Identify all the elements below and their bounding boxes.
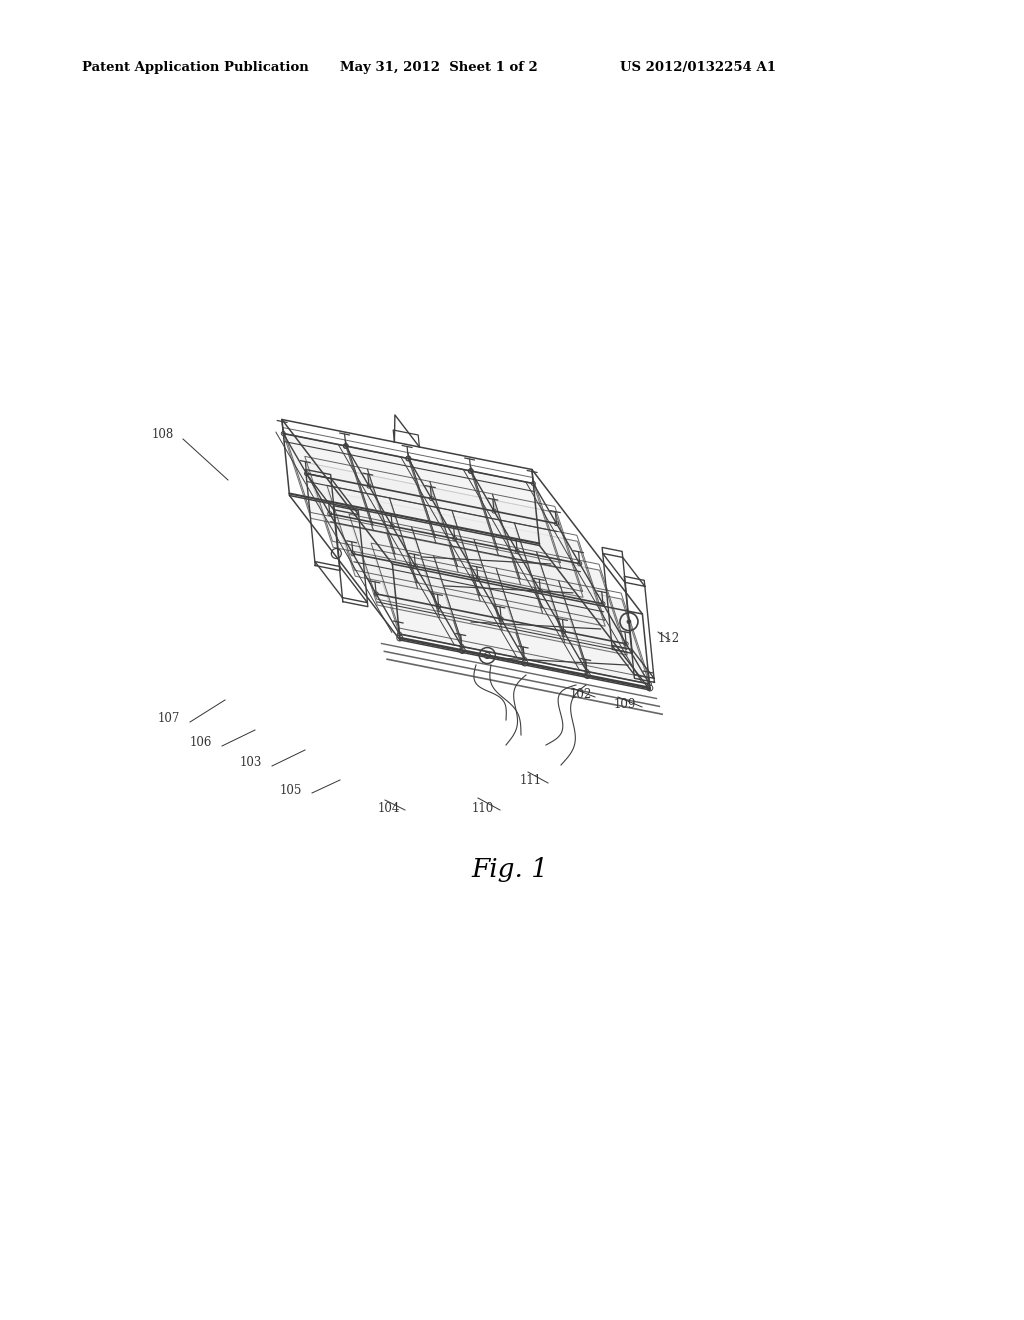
Text: 109: 109: [614, 698, 636, 711]
Circle shape: [627, 619, 631, 623]
Text: 102: 102: [570, 689, 592, 701]
Polygon shape: [368, 475, 458, 573]
Text: 108: 108: [152, 429, 174, 441]
Text: May 31, 2012  Sheet 1 of 2: May 31, 2012 Sheet 1 of 2: [340, 62, 538, 74]
Text: 112: 112: [658, 631, 680, 644]
Polygon shape: [284, 433, 374, 531]
Polygon shape: [474, 545, 565, 643]
Polygon shape: [434, 561, 524, 659]
Polygon shape: [349, 520, 439, 618]
Polygon shape: [559, 586, 649, 684]
Polygon shape: [471, 471, 561, 569]
Polygon shape: [346, 446, 436, 544]
Polygon shape: [430, 487, 520, 585]
Text: Fig. 1: Fig. 1: [471, 858, 549, 883]
Polygon shape: [409, 458, 499, 556]
Text: 105: 105: [280, 784, 302, 796]
Polygon shape: [515, 529, 605, 626]
Polygon shape: [493, 500, 583, 597]
Text: 111: 111: [520, 774, 542, 787]
Polygon shape: [328, 491, 418, 589]
Polygon shape: [453, 516, 543, 614]
Text: 104: 104: [378, 801, 400, 814]
Polygon shape: [305, 462, 395, 560]
Polygon shape: [390, 504, 480, 601]
Text: 110: 110: [472, 801, 495, 814]
Text: 106: 106: [190, 735, 212, 748]
Text: 107: 107: [158, 711, 180, 725]
Text: Patent Application Publication: Patent Application Publication: [82, 62, 309, 74]
Polygon shape: [412, 533, 503, 630]
Polygon shape: [538, 557, 628, 655]
Polygon shape: [497, 574, 587, 672]
Polygon shape: [372, 549, 462, 647]
Text: US 2012/0132254 A1: US 2012/0132254 A1: [620, 62, 776, 74]
Text: 103: 103: [240, 755, 262, 768]
